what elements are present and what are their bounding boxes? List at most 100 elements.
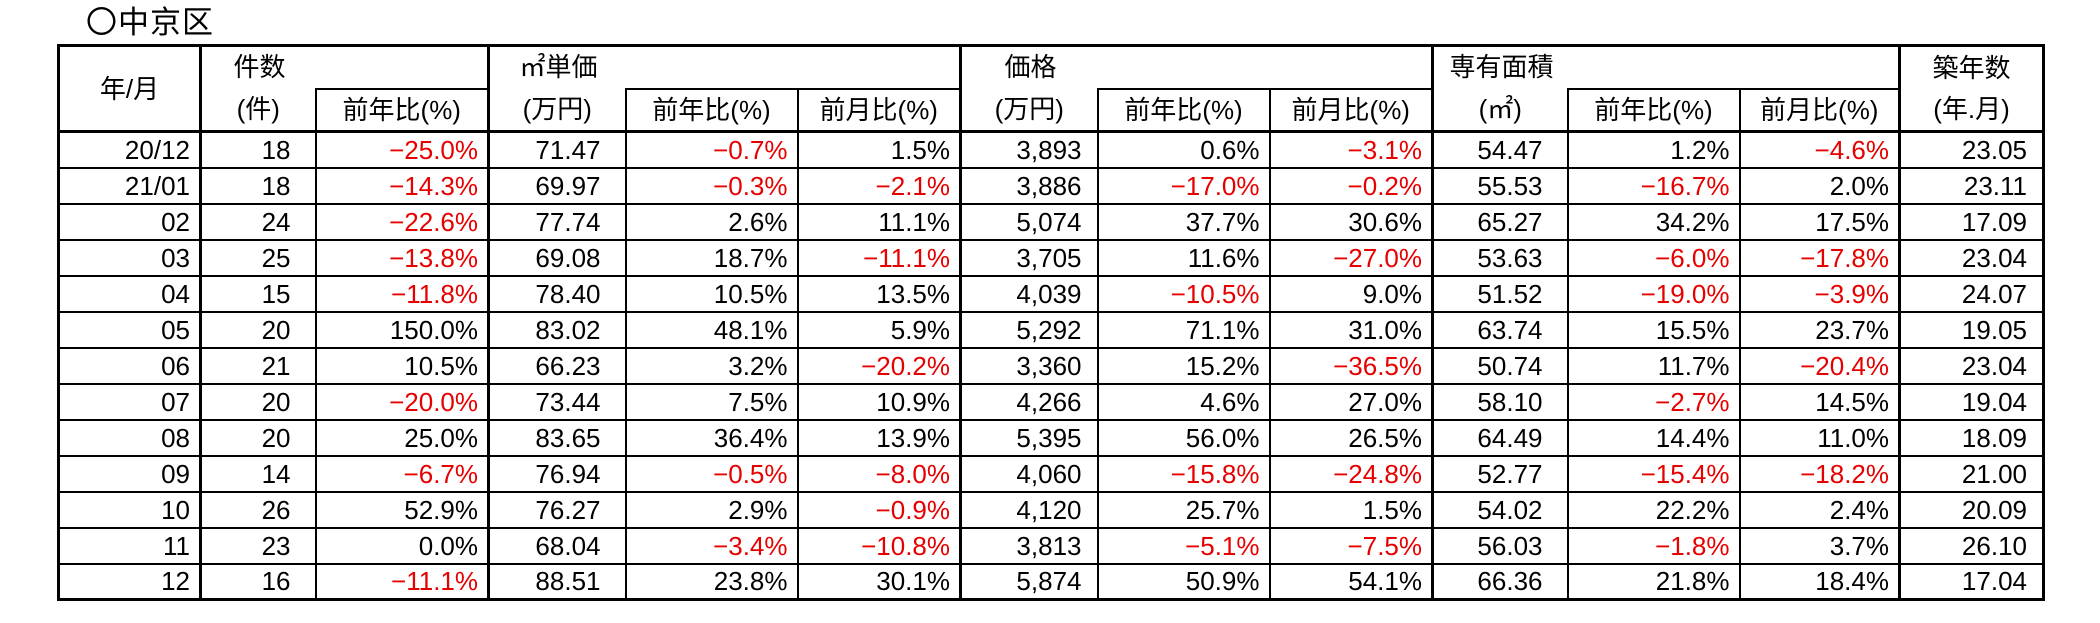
cell-unit-price-mom: 10.9% [796,382,962,421]
cell-price: 4,120 [959,490,1099,529]
cell-unit-price-mom: −8.0% [796,454,962,493]
cell-price-yoy: 37.7% [1096,202,1271,241]
cell-building-age: 23.11 [1898,166,2045,205]
cell-year-month: 03 [57,238,202,277]
cell-unit-price-mom: 1.5% [796,130,962,169]
cell-area-mom: −3.9% [1738,274,1901,313]
table-row: 06 21 10.5% 66.23 3.2% −20.2% 3,360 15.2% −36.5%… [57,346,2045,385]
table-body: 20/12 18 −25.0% 71.47 −0.7% 1.5% 3,893 0.6% −3.1… [57,130,2045,601]
cell-price-mom: −24.8% [1268,454,1434,493]
header-group-count: 件数 [199,44,490,89]
cell-unit-price: 83.02 [487,310,627,349]
cell-count-yoy: 0.0% [314,526,490,565]
cell-count: 21 [199,346,317,385]
header-price-yoy: 前年比(%) [1096,87,1271,133]
header-group-area: 専有面積 [1431,44,1901,89]
cell-area: 58.10 [1431,382,1569,421]
cell-unit-price-yoy: −0.5% [624,454,799,493]
header-area-yoy: 前年比(%) [1566,87,1741,133]
cell-price: 3,886 [959,166,1099,205]
cell-building-age: 21.00 [1898,454,2045,493]
table-row: 08 20 25.0% 83.65 36.4% 13.9% 5,395 56.0% 26.5% 6… [57,418,2045,457]
header-count-yoy: 前年比(%) [314,87,490,133]
header-price-mom: 前月比(%) [1268,87,1434,133]
page-title: 〇中京区 [86,5,214,40]
cell-price-yoy: 50.9% [1096,562,1271,601]
cell-unit-price-mom: −20.2% [796,346,962,385]
cell-unit-price-mom: 5.9% [796,310,962,349]
cell-price-mom: 1.5% [1268,490,1434,529]
cell-price-yoy: 15.2% [1096,346,1271,385]
cell-unit-price-yoy: 36.4% [624,418,799,457]
cell-unit-price-yoy: 10.5% [624,274,799,313]
header-unit-price-unit: (万円) [487,88,627,133]
cell-building-age: 23.04 [1898,346,2045,385]
cell-area: 64.49 [1431,418,1569,457]
cell-count: 20 [199,310,317,349]
cell-year-month: 21/01 [57,166,202,205]
cell-year-month: 04 [57,274,202,313]
cell-count: 23 [199,526,317,565]
cell-price-yoy: 0.6% [1096,130,1271,169]
cell-count-yoy: −11.8% [314,274,490,313]
cell-count: 18 [199,166,317,205]
cell-price-mom: −36.5% [1268,346,1434,385]
cell-unit-price-mom: 13.9% [796,418,962,457]
cell-area-yoy: 21.8% [1566,562,1741,601]
cell-area: 54.02 [1431,490,1569,529]
cell-price-yoy: −5.1% [1096,526,1271,565]
cell-price-yoy: 56.0% [1096,418,1271,457]
cell-year-month: 08 [57,418,202,457]
cell-price-mom: −7.5% [1268,526,1434,565]
cell-area-yoy: −19.0% [1566,274,1741,313]
cell-unit-price: 76.94 [487,454,627,493]
cell-count-yoy: −11.1% [314,562,490,601]
cell-area: 51.52 [1431,274,1569,313]
cell-year-month: 09 [57,454,202,493]
table-row: 21/01 18 −14.3% 69.97 −0.3% −2.1% 3,886 −17.0% −… [57,166,2045,205]
table-row: 10 26 52.9% 76.27 2.9% −0.9% 4,120 25.7% 1.5% 54.… [57,490,2045,529]
cell-price-yoy: 25.7% [1096,490,1271,529]
cell-count-yoy: −25.0% [314,130,490,169]
cell-building-age: 20.09 [1898,490,2045,529]
cell-building-age: 17.09 [1898,202,2045,241]
cell-unit-price: 73.44 [487,382,627,421]
cell-area-mom: 2.4% [1738,490,1901,529]
cell-price: 3,813 [959,526,1099,565]
cell-count: 26 [199,490,317,529]
cell-year-month: 06 [57,346,202,385]
cell-count: 25 [199,238,317,277]
cell-price: 4,039 [959,274,1099,313]
cell-unit-price: 71.47 [487,130,627,169]
cell-price: 3,893 [959,130,1099,169]
cell-unit-price: 83.65 [487,418,627,457]
header-group-building-age: 築年数 [1898,44,2045,89]
cell-unit-price-yoy: 23.8% [624,562,799,601]
cell-building-age: 19.04 [1898,382,2045,421]
cell-area-mom: −20.4% [1738,346,1901,385]
table-row: 02 24 −22.6% 77.74 2.6% 11.1% 5,074 37.7% 30.6% 6… [57,202,2045,241]
cell-unit-price-yoy: 2.9% [624,490,799,529]
cell-price-yoy: 4.6% [1096,382,1271,421]
cell-price-yoy: −17.0% [1096,166,1271,205]
cell-building-age: 17.04 [1898,562,2045,601]
cell-year-month: 10 [57,490,202,529]
cell-price-mom: −3.1% [1268,130,1434,169]
cell-unit-price-yoy: 2.6% [624,202,799,241]
cell-area: 52.77 [1431,454,1569,493]
header-price-unit: (万円) [959,88,1099,133]
cell-area-yoy: −1.8% [1566,526,1741,565]
cell-unit-price-yoy: 18.7% [624,238,799,277]
cell-area-yoy: −2.7% [1566,382,1741,421]
cell-area-yoy: 11.7% [1566,346,1741,385]
cell-area-mom: 14.5% [1738,382,1901,421]
cell-area-yoy: −15.4% [1566,454,1741,493]
cell-building-age: 18.09 [1898,418,2045,457]
header-row-groups: 年/月 件数 ㎡単価 価格 専有面積 築年数 [57,44,2045,133]
cell-unit-price-yoy: −0.7% [624,130,799,169]
cell-price-mom: 9.0% [1268,274,1434,313]
table-row: 04 15 −11.8% 78.40 10.5% 13.5% 4,039 −10.5% 9.0%… [57,274,2045,313]
cell-area-yoy: 14.4% [1566,418,1741,457]
cell-unit-price-mom: −2.1% [796,166,962,205]
cell-area: 54.47 [1431,130,1569,169]
